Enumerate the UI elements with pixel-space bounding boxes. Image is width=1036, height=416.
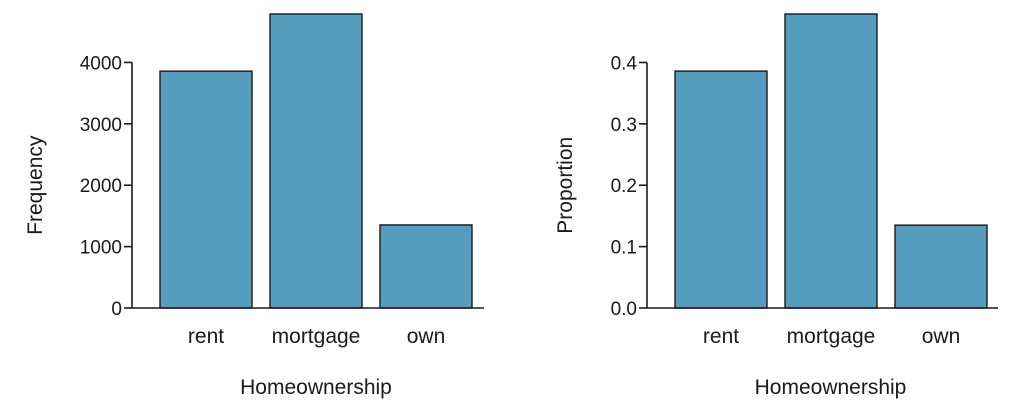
category-label-own: own (407, 325, 446, 348)
y-tick-label: 0.0 (611, 299, 637, 320)
y-tick-label: 4000 (80, 53, 122, 74)
bar-mortgage (269, 13, 363, 309)
bar-own (379, 224, 473, 309)
bar-own (894, 224, 988, 309)
category-label-mortgage: mortgage (272, 325, 361, 348)
proportion-bar-chart: rent mortgage own 0.0 0.1 0.2 0.3 0.4 Proportion… (554, 13, 998, 399)
y-tick-label: 0.4 (611, 53, 638, 74)
x-axis-label: Homeownership (755, 376, 907, 399)
y-tick-label: 3000 (80, 115, 122, 136)
y-tick-label: 0.3 (611, 115, 637, 136)
bar-rent (674, 70, 768, 309)
bar-mortgage (784, 13, 878, 309)
category-label-mortgage: mortgage (787, 325, 876, 348)
bar-rent (159, 70, 253, 309)
x-axis-label: Homeownership (240, 376, 392, 399)
y-tick-label: 0 (111, 299, 122, 320)
frequency-bar-chart: rent mortgage own 0 1000 2000 3000 4000 Frequenc… (24, 13, 484, 399)
y-axis-label: Proportion (554, 137, 577, 234)
y-axis-label: Frequency (24, 135, 47, 235)
y-tick-label: 2000 (80, 176, 122, 197)
y-tick-label: 0.2 (611, 176, 637, 197)
y-tick-label: 0.1 (611, 238, 637, 259)
y-tick-label: 1000 (80, 238, 122, 259)
category-label-rent: rent (703, 325, 739, 348)
category-label-rent: rent (188, 325, 224, 348)
category-label-own: own (922, 325, 961, 348)
